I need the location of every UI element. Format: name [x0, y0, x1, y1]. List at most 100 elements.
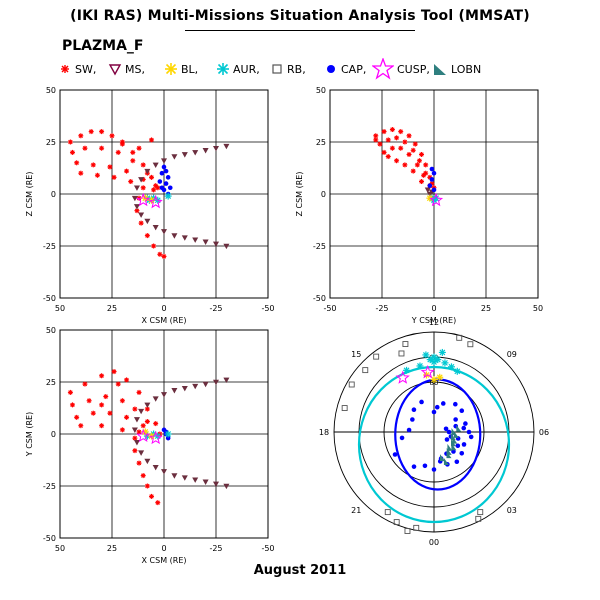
y-axis-label: Y CSM (RE): [25, 412, 34, 457]
y-tick-label: -25: [43, 242, 56, 251]
ms-point: [223, 143, 230, 150]
legend-label-cap: CAP,: [341, 62, 367, 76]
ms-point: [138, 450, 145, 456]
y-tick-label: 50: [46, 86, 56, 95]
sw-point: [107, 410, 113, 416]
x-axis-label: X CSM (RE): [142, 316, 187, 325]
sw-point: [82, 381, 88, 387]
rb-point: [373, 353, 380, 360]
legend-item-sw: SW,: [58, 56, 96, 82]
lobn-marker-icon: [434, 64, 446, 75]
sw-point: [419, 151, 425, 157]
legend-item-cap: CAP,: [324, 56, 366, 82]
cap-point: [399, 435, 405, 441]
cap-point: [161, 164, 167, 170]
xy-panel: 50 25 0 -25 -50 -50 -25 0 25 50 X CSM (RE) Y CSM (R…: [25, 326, 275, 565]
aur-point: [453, 367, 461, 375]
ms-point: [133, 185, 140, 191]
y-tick-label: 25: [316, 138, 326, 147]
ms-point: [223, 243, 230, 250]
legend-label-bl: BL,: [181, 62, 199, 76]
cusp-point: [429, 192, 444, 207]
sw-point: [151, 243, 157, 249]
x-axis-label: Y CSM (RE): [411, 316, 456, 325]
sw-point: [67, 139, 73, 145]
sw-point: [410, 168, 416, 174]
sw-point: [140, 473, 146, 479]
y-tick-label: -25: [313, 242, 326, 251]
sw-point: [99, 423, 105, 429]
aur-point: [403, 366, 411, 374]
cap-point: [422, 463, 428, 469]
lobn-point: [443, 458, 449, 466]
sw-point: [149, 174, 155, 180]
sw-point: [138, 220, 144, 226]
sw-point: [78, 423, 84, 429]
sw-point: [416, 158, 422, 164]
y-tick-label: 25: [46, 138, 56, 147]
aur-point: [438, 348, 446, 356]
x-tick-label: -50: [261, 544, 274, 553]
sw-point: [377, 141, 383, 147]
cap-point: [165, 175, 171, 180]
cap-point: [453, 417, 458, 422]
cusp-point: [136, 428, 151, 442]
sw-marker-icon: [61, 65, 69, 73]
y-tick-label: -50: [43, 294, 56, 303]
aur-point: [426, 356, 434, 364]
ms-point: [212, 379, 220, 386]
hour-label: 03: [507, 506, 517, 515]
legend-label-sw: SW,: [75, 62, 97, 76]
rb-point: [402, 341, 409, 347]
ms-point: [202, 239, 209, 245]
rb-point: [398, 350, 405, 357]
x-axis-label: X CSM (RE): [142, 556, 187, 565]
y-tick-label: 0: [51, 430, 56, 439]
ms-point: [152, 162, 159, 168]
ms-point: [212, 145, 220, 152]
hour-label: 12: [429, 318, 439, 327]
sw-point: [99, 373, 105, 379]
sw-point: [134, 208, 140, 214]
sw-point: [140, 162, 146, 168]
mission-subtitle: PLAZMA_F: [62, 38, 144, 54]
ms-point: [144, 218, 151, 225]
title-underline: [185, 30, 415, 31]
sw-point: [69, 149, 75, 155]
cap-point: [163, 181, 169, 186]
x-tick-label: -25: [209, 304, 222, 313]
cap-point: [468, 434, 474, 440]
cap-point: [411, 407, 417, 413]
sw-point: [99, 402, 105, 408]
ms-point: [133, 417, 140, 423]
x-tick-label: 25: [481, 304, 491, 313]
ms-point: [424, 187, 431, 193]
ms-point: [152, 224, 159, 231]
rb-point: [348, 381, 355, 388]
ms-point: [138, 408, 145, 415]
sw-point: [144, 233, 150, 239]
cap-point: [453, 401, 458, 407]
legend-label-aur: AUR,: [233, 62, 260, 76]
sw-point: [119, 427, 125, 433]
rb-point: [341, 405, 348, 412]
ms-point: [192, 150, 199, 156]
sw-point: [74, 414, 80, 420]
sw-point: [153, 421, 159, 427]
x-tick-label: 50: [533, 304, 543, 313]
sw-point: [410, 147, 416, 153]
rb-point: [404, 528, 411, 534]
cap-point: [431, 187, 437, 193]
sw-point: [414, 162, 420, 168]
cap-point: [440, 401, 446, 406]
y-tick-label: 0: [51, 190, 56, 199]
legend: SW, MS, BL, AUR, RB, CAP, CUSP, LOBN: [0, 56, 600, 84]
ms-point: [133, 204, 140, 210]
sw-point: [144, 483, 150, 489]
cap-point: [434, 404, 440, 410]
aur-point: [430, 353, 438, 361]
sw-point: [107, 164, 113, 170]
sw-point: [394, 135, 400, 141]
ms-point: [133, 440, 140, 446]
legend-label-lobn: LOBN: [451, 62, 482, 76]
